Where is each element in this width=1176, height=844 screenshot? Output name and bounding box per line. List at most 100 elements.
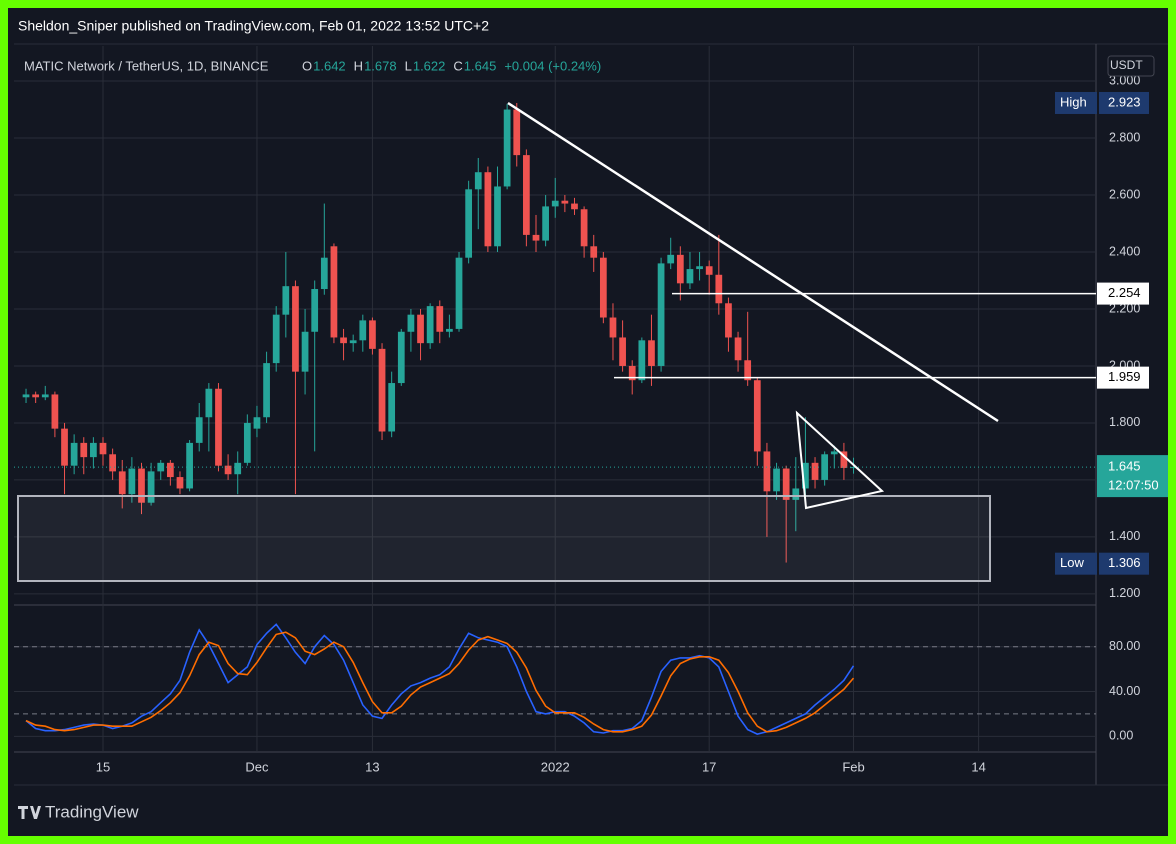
y-tick-label: 2.400 [1109,244,1140,258]
candle-body [503,109,511,187]
legend-key: O [302,58,312,73]
candle-body [792,488,800,500]
candle-body [523,155,530,235]
y-tick-label: 1.400 [1109,529,1140,543]
countdown: 12:07:50 [1108,478,1159,493]
legend-key: H [354,58,363,73]
candle-body [80,442,88,458]
candle-body [638,340,646,381]
candle-body [109,454,116,472]
candle-body [696,266,703,270]
candle-body [811,462,819,480]
candle-body [32,394,40,398]
candle-body [782,468,790,500]
candle-body [599,257,607,318]
support-zone [17,495,991,582]
y-tick-label: 40.00 [1109,684,1140,698]
candle-body [542,206,549,241]
candle-body [263,363,270,418]
candle-body [821,454,829,480]
candle-body [830,451,838,455]
candle-body [397,331,405,384]
candle-body [455,257,463,329]
candle-body [301,331,309,372]
indicator-line [25,623,855,735]
y-tick-label: 80.00 [1109,639,1140,653]
candle-body [532,234,540,241]
candle-body [609,317,617,338]
x-tick-label: 15 [96,759,110,774]
candle-body [22,394,30,398]
candle-body [763,451,771,492]
y-tick-label: 2.800 [1109,130,1140,144]
candle-body [513,109,521,156]
currency-box [1107,55,1155,77]
candle-body [619,337,626,366]
candle-body [70,442,78,466]
candle-body [561,200,569,204]
candle-body [157,462,165,472]
candle-body [243,422,251,463]
candle-body [195,417,203,443]
y-tick-label: 2.600 [1109,187,1140,201]
candle-body [705,266,713,275]
candle-body [753,380,761,452]
candle-body [715,274,723,304]
candle-body [494,186,501,247]
candle-body [41,394,49,398]
candle-body [407,314,415,332]
candle-body [51,394,59,429]
candle-body [349,340,357,344]
candle-body [840,451,848,468]
candle-body [215,388,222,466]
candle-body [272,314,280,364]
legend-value: 1.622 [413,58,446,73]
last-price-label: 1.645 [1108,459,1141,474]
candle-body [667,254,675,264]
candle-body [388,383,396,432]
candle-body [446,328,453,332]
price-label-name: Low [1060,555,1084,570]
candle-body [571,203,578,210]
x-tick-label: Dec [245,759,269,774]
indicator-line [25,631,855,733]
candle-body [224,465,232,475]
brand-logo [18,806,41,819]
candle-body [90,442,97,458]
candle-body [734,337,742,361]
candle-body [802,462,809,489]
candle-body [426,306,434,344]
candle-body [773,468,780,492]
candle-body [147,471,155,503]
price-label-name: High [1060,94,1087,109]
price-label-box [1099,552,1149,575]
candle-body [311,289,319,332]
brand: TradingView [45,802,139,821]
legend-change: +0.004 (+0.24%) [504,58,601,73]
candle-body [138,468,145,503]
price-label-box [1099,91,1149,114]
candle-body [99,442,107,455]
x-tick-label: 14 [971,759,985,774]
candle-body [590,246,598,258]
level-box [1097,282,1149,305]
price-label-value: 2.923 [1108,94,1141,109]
legend-key: L [405,58,412,73]
x-tick-label: Feb [842,759,864,774]
candle-body [378,348,386,432]
candle-body [320,257,328,290]
y-tick-label: 3.000 [1109,73,1140,87]
price-label-box [1055,91,1097,114]
y-tick-label: 1.200 [1109,586,1140,600]
level-label: 2.254 [1108,285,1141,300]
candle-body [186,442,193,489]
candle-body [465,189,473,258]
candle-body [686,269,694,284]
candle-body [725,303,732,338]
level-box [1097,366,1149,389]
price-label-value: 1.306 [1108,555,1141,570]
legend-key: C [453,58,462,73]
candle-body [850,467,857,469]
legend-value: 1.642 [313,58,346,73]
